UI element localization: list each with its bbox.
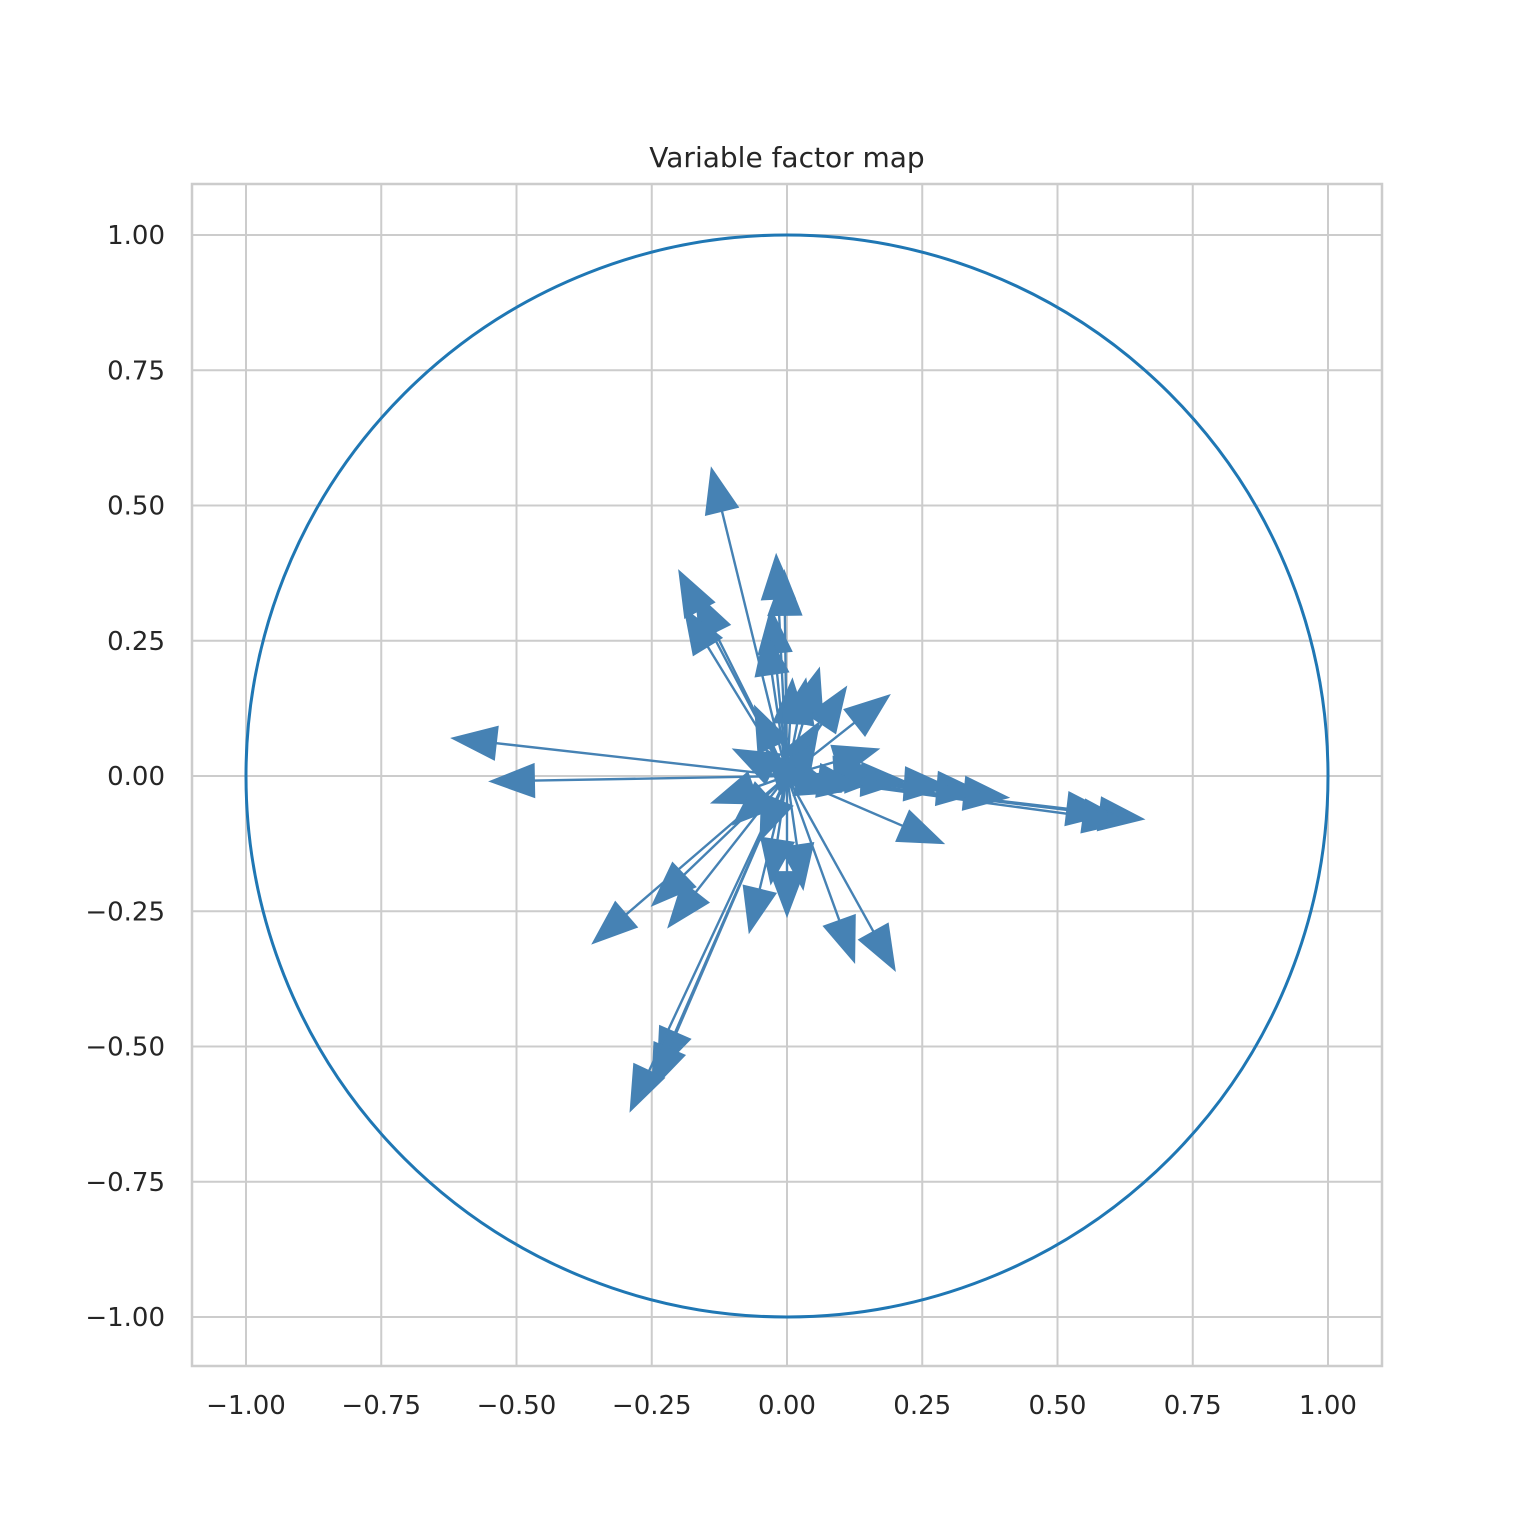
vector-arrow xyxy=(785,775,856,964)
x-tick-label: −1.00 xyxy=(206,1391,286,1421)
vector-arrow-head xyxy=(843,693,891,737)
vector-arrow-head xyxy=(759,836,796,886)
y-tick-label: 0.25 xyxy=(107,627,165,657)
vector-arrow-head xyxy=(488,762,536,799)
vector-arrow-head xyxy=(806,685,848,735)
unit-circle-group xyxy=(244,233,1330,1319)
y-tick-label: −0.75 xyxy=(85,1168,165,1198)
x-tick-label: −0.25 xyxy=(612,1391,692,1421)
vector-arrow-shaft xyxy=(770,674,789,777)
vector-arrow-head xyxy=(704,466,740,517)
vector-arrow xyxy=(754,628,790,777)
vector-arrow-head xyxy=(753,704,790,755)
vector-arrow-shaft xyxy=(694,775,788,893)
vector-arrow-head xyxy=(822,913,856,964)
y-tick-label: 0.75 xyxy=(107,356,165,386)
vector-arrow xyxy=(742,775,789,935)
vector-arrow-shaft xyxy=(785,775,841,921)
vector-arrow-shaft xyxy=(785,775,875,933)
vector-arrow-head xyxy=(779,842,815,892)
vector-arrow-head xyxy=(742,884,778,935)
y-tick-label: −0.50 xyxy=(85,1033,165,1063)
y-tick-label: 1.00 xyxy=(107,221,165,251)
vector-arrow-head xyxy=(769,871,805,919)
vector-arrow-head xyxy=(667,880,711,929)
y-tick-label: −0.25 xyxy=(85,897,165,927)
vector-arrow-shaft xyxy=(496,741,788,778)
x-tick-label: 0.75 xyxy=(1164,1391,1222,1421)
arrows-group xyxy=(450,466,1146,1113)
vector-arrow-head xyxy=(895,809,946,845)
vector-arrow-head xyxy=(857,922,896,972)
vector-arrow-head xyxy=(830,744,881,779)
x-tick-label: 0.00 xyxy=(758,1391,816,1421)
vector-arrow-head xyxy=(1064,790,1114,827)
y-tick-label: 0.50 xyxy=(107,492,165,522)
x-tick-label: 1.00 xyxy=(1299,1391,1357,1421)
y-tick-label: 0.00 xyxy=(107,762,165,792)
vector-arrow-head xyxy=(902,766,951,802)
vector-arrow-head xyxy=(629,1062,666,1113)
vector-arrow-head xyxy=(759,792,794,843)
vector-arrow-head xyxy=(450,725,499,761)
vector-arrow-head xyxy=(767,569,803,617)
vector-arrow-head xyxy=(591,900,639,945)
x-tick-label: 0.50 xyxy=(1029,1391,1087,1421)
vector-arrow xyxy=(667,775,788,929)
vector-arrow-head xyxy=(683,607,724,657)
x-tick-label: 0.25 xyxy=(893,1391,951,1421)
axes-frame xyxy=(190,182,1384,1368)
tick-labels: −1.00 −0.75 −0.50 −0.25 0.00 0.25 0.50 0.75 1.00… xyxy=(85,221,1357,1421)
vector-arrow-head xyxy=(650,861,697,907)
vector-arrow-shaft xyxy=(758,775,789,890)
x-tick-label: −0.75 xyxy=(341,1391,421,1421)
y-tick-label: −1.00 xyxy=(85,1303,165,1333)
vector-arrow xyxy=(764,747,808,796)
unit-circle xyxy=(244,233,1330,1319)
vector-arrow-head xyxy=(764,747,808,796)
vector-arrow-head xyxy=(754,628,790,678)
vector-arrow xyxy=(450,725,788,778)
x-tick-label: −0.50 xyxy=(477,1391,557,1421)
vector-arrow xyxy=(785,775,896,972)
chart-title: Variable factor map xyxy=(649,141,924,174)
